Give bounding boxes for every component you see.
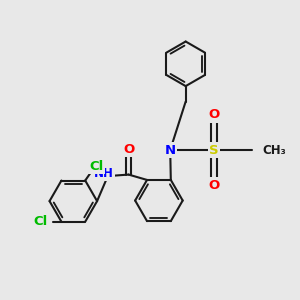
Text: O: O (208, 108, 220, 122)
Text: NH: NH (94, 167, 114, 180)
Text: CH₃: CH₃ (262, 143, 286, 157)
Text: N: N (165, 143, 176, 157)
Text: O: O (123, 142, 134, 155)
Text: Cl: Cl (89, 160, 103, 173)
Text: O: O (208, 178, 220, 192)
Text: S: S (209, 143, 219, 157)
Text: Cl: Cl (33, 214, 47, 228)
